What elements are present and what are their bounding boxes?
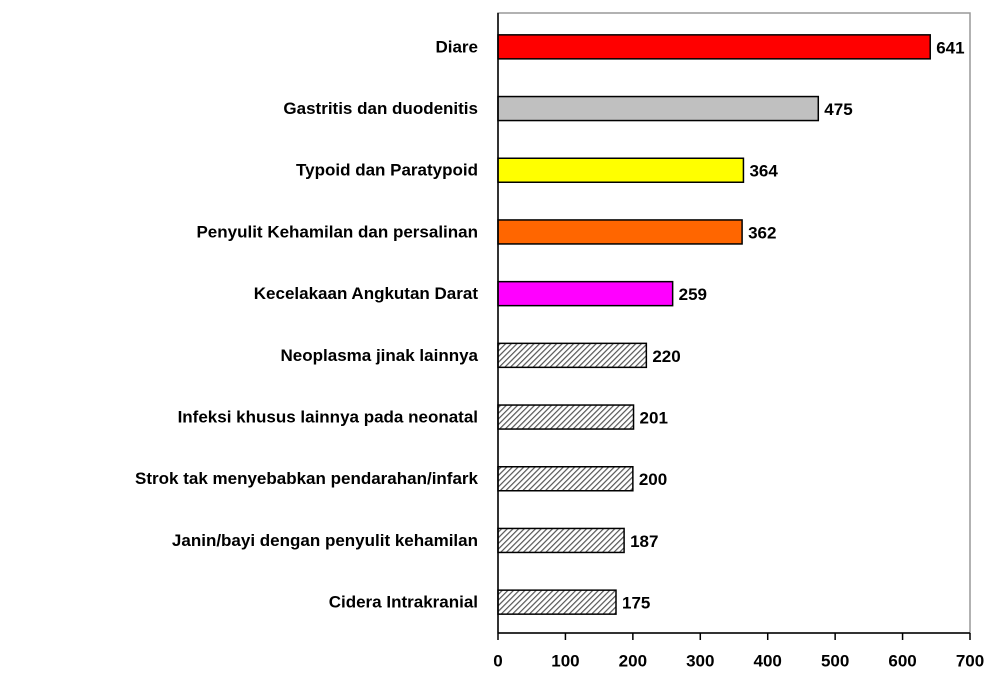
x-tick-label: 0 — [493, 651, 502, 670]
x-tick-label: 300 — [686, 651, 714, 670]
y-tick-label: Gastritis dan duodenitis — [283, 99, 478, 118]
bar — [497, 404, 635, 430]
y-tick-label: Janin/bayi dengan penyulit kehamilan — [172, 531, 478, 550]
x-tick-label: 200 — [619, 651, 647, 670]
value-label: 475 — [824, 100, 852, 119]
value-label: 201 — [640, 409, 668, 428]
bar — [497, 589, 617, 615]
y-tick-label: Infeksi khusus lainnya pada neonatal — [178, 408, 478, 427]
value-label: 187 — [630, 532, 658, 551]
bar — [497, 527, 625, 554]
x-tick-label: 600 — [888, 651, 916, 670]
y-tick-label: Neoplasma jinak lainnya — [281, 346, 479, 365]
y-tick-label: Diare — [435, 37, 478, 56]
y-tick-label: Kecelakaan Angkutan Darat — [254, 284, 479, 303]
x-tick-label: 400 — [754, 651, 782, 670]
y-tick-label: Strok tak menyebabkan pendarahan/infark — [135, 469, 478, 488]
value-label: 362 — [748, 223, 776, 242]
value-label: 200 — [639, 470, 667, 489]
x-tick-label: 700 — [956, 651, 984, 670]
bar — [497, 157, 745, 183]
bar — [497, 466, 634, 492]
x-tick-label: 500 — [821, 651, 849, 670]
y-tick-label: Typoid dan Paratypoid — [296, 161, 478, 180]
bar — [497, 219, 743, 245]
value-label: 220 — [652, 347, 680, 366]
bar — [497, 95, 820, 122]
value-label: 259 — [679, 285, 707, 304]
y-tick-label: Cidera Intrakranial — [329, 593, 478, 612]
bar — [497, 342, 648, 369]
bar — [497, 34, 931, 60]
x-tick-label: 100 — [551, 651, 579, 670]
y-tick-label: Penyulit Kehamilan dan persalinan — [196, 222, 478, 241]
bar — [497, 280, 674, 307]
value-label: 175 — [622, 594, 650, 613]
value-label: 364 — [749, 162, 778, 181]
value-label: 641 — [936, 38, 964, 57]
